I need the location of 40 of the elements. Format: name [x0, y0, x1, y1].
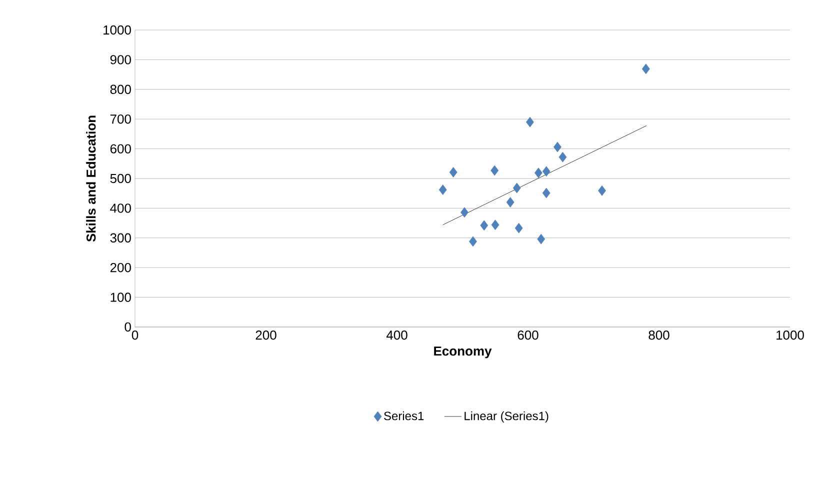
y-tick-label: 800: [110, 84, 131, 94]
point: [512, 182, 521, 194]
point: [460, 207, 468, 218]
y-tick-label: 700: [110, 114, 131, 124]
point: [438, 184, 447, 195]
y-tick-label: 600: [110, 144, 131, 154]
x-tick-label: 400: [386, 330, 408, 340]
point: [534, 168, 542, 178]
y-tick-label: 500: [110, 174, 131, 184]
point: [449, 167, 458, 178]
x-axis-title: Economy: [434, 346, 492, 358]
y-tick-label: 200: [110, 262, 131, 272]
y-tick-label: 900: [110, 55, 131, 64]
point: [642, 64, 650, 74]
point: [554, 142, 562, 152]
point: [469, 236, 477, 247]
point: [598, 185, 606, 196]
point: [490, 165, 499, 176]
y-tick-label: 400: [110, 204, 131, 213]
point: [542, 188, 550, 198]
y-axis-title: Skills and Education: [86, 116, 96, 242]
point: [537, 234, 546, 244]
y-tick-label: 300: [110, 233, 131, 242]
point: [526, 116, 534, 128]
y-tick-label: 100: [110, 292, 131, 302]
point: [506, 197, 514, 208]
x-tick-label: 0: [132, 330, 138, 340]
x-tick-label: 200: [256, 330, 276, 340]
point: [514, 222, 523, 234]
x-tick-label: 1000: [776, 330, 804, 340]
y-tick-label: 0: [124, 322, 131, 332]
point: [542, 166, 550, 177]
point: [480, 220, 488, 231]
x-tick-label: 600: [518, 330, 538, 340]
x-tick-label: 800: [648, 330, 670, 340]
y-tick-label: 1000: [104, 25, 131, 35]
point: [558, 152, 567, 162]
legend-label: Linear (Series1): [464, 411, 548, 423]
legend-label: Series1: [384, 411, 424, 420]
point: [491, 220, 500, 230]
